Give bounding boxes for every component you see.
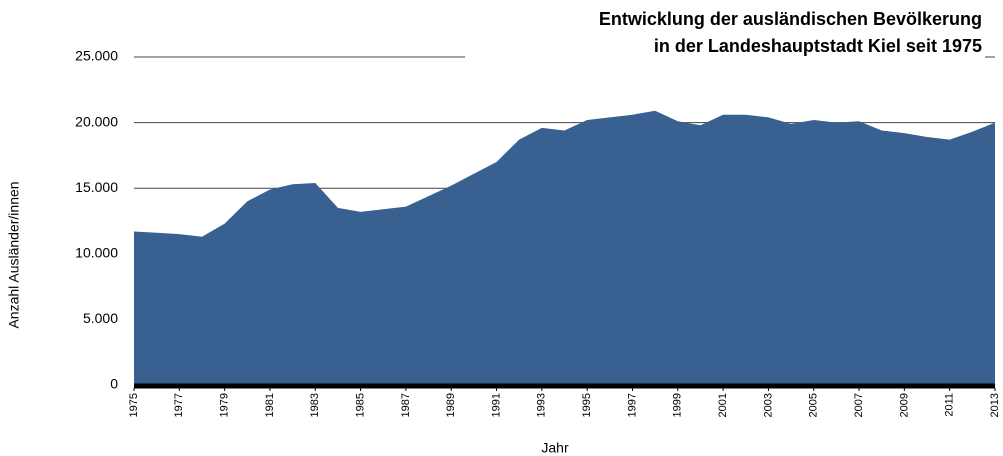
- x-tick-label: 1995: [581, 393, 593, 417]
- x-tick-label: 1975: [128, 393, 140, 417]
- y-axis-label: Anzahl Ausländer/innen: [6, 181, 22, 328]
- x-tick-label: 2007: [853, 393, 865, 417]
- x-tick-label: 2011: [944, 393, 956, 417]
- y-tick-label: 20.000: [75, 113, 118, 129]
- y-tick-label: 0: [110, 376, 118, 392]
- x-tick-label: 2013: [989, 393, 1001, 417]
- x-tick-label: 1979: [219, 393, 231, 417]
- y-tick-label: 15.000: [75, 179, 118, 195]
- x-tick-label: 2005: [808, 393, 820, 417]
- title-background: [465, 0, 985, 75]
- chart-title: in der Landeshauptstadt Kiel seit 1975: [654, 36, 982, 56]
- x-tick-label: 1983: [309, 393, 321, 417]
- y-tick-label: 25.000: [75, 48, 118, 64]
- x-tick-label: 1997: [626, 393, 638, 417]
- x-tick-label: 2001: [717, 393, 729, 417]
- x-tick-label: 1993: [536, 393, 548, 417]
- x-tick-label: 1987: [400, 393, 412, 417]
- chart-title: Entwicklung der ausländischen Bevölkerun…: [599, 9, 982, 29]
- x-tick-label: 1985: [354, 393, 366, 417]
- y-tick-label: 5.000: [83, 310, 118, 326]
- x-tick-label: 2009: [898, 393, 910, 417]
- x-tick-label: 1999: [672, 393, 684, 417]
- x-tick-label: 2003: [762, 393, 774, 417]
- x-tick-label: 1981: [264, 393, 276, 417]
- x-tick-label: 1989: [445, 393, 457, 417]
- x-axis-label: Jahr: [541, 440, 569, 456]
- x-tick-label: 1991: [490, 393, 502, 417]
- x-tick-label: 1977: [173, 393, 185, 417]
- y-tick-label: 10.000: [75, 245, 118, 261]
- area: [134, 110, 995, 386]
